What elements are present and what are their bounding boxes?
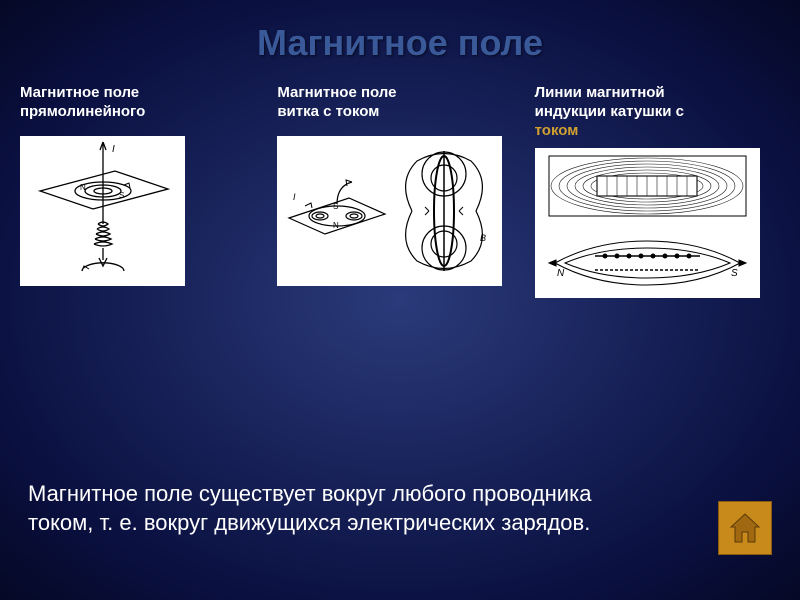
sub1-l2: прямолинейного [20, 103, 145, 120]
body-line1: Магнитное поле существует вокруг любого … [28, 481, 591, 506]
col-straight-wire: Магнитное поле прямолинейного I N S [20, 84, 265, 298]
sub3-l2: индукции катушки с [535, 103, 684, 120]
page-title: Магнитное поле [0, 0, 800, 64]
subtitle-3: Линии магнитной индукции катушки с током [535, 84, 780, 140]
figures-row: Магнитное поле прямолинейного I N S [0, 64, 800, 298]
svg-loop: S N I B [277, 136, 502, 286]
svg-text:I: I [112, 144, 115, 155]
svg-text:B: B [480, 233, 486, 243]
col-coil: Линии магнитной индукции катушки с током [535, 84, 780, 298]
svg-coil: N S [535, 148, 760, 298]
sub3-l3: током [535, 122, 579, 139]
figure-loop: S N I B [277, 136, 502, 286]
sub2-l2: витка с током [277, 103, 379, 120]
body-text: Магнитное поле существует вокруг любого … [28, 479, 591, 538]
svg-text:S: S [731, 268, 738, 279]
figure-straight-wire: I N S [20, 136, 185, 286]
sub3-l1: Линии магнитной [535, 84, 665, 101]
home-button[interactable] [718, 501, 772, 555]
svg-text:S: S [119, 191, 124, 200]
subtitle-1: Магнитное поле прямолинейного [20, 84, 265, 128]
subtitle-2: Магнитное поле витка с током [277, 84, 522, 128]
svg-text:N: N [80, 183, 86, 192]
sub2-l1: Магнитное поле [277, 84, 396, 101]
col-loop: Магнитное поле витка с током S N I [277, 84, 522, 298]
svg-text:N: N [333, 221, 339, 230]
svg-straight-wire: I N S [20, 136, 185, 286]
sub1-l1: Магнитное поле [20, 84, 139, 101]
figure-coil: N S [535, 148, 760, 298]
body-line2: током, т. е. вокруг движущихся электриче… [28, 510, 590, 535]
home-icon [725, 508, 765, 548]
svg-text:N: N [557, 268, 565, 279]
svg-text:I: I [293, 192, 296, 202]
